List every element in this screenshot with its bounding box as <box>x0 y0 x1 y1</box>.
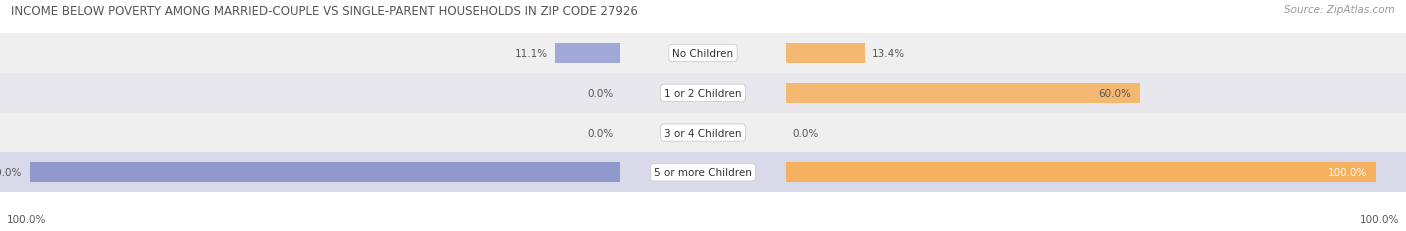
Text: 100.0%: 100.0% <box>7 214 46 224</box>
Text: 0.0%: 0.0% <box>586 128 613 138</box>
Bar <box>786 83 1140 103</box>
Text: 11.1%: 11.1% <box>515 49 547 59</box>
Text: 60.0%: 60.0% <box>1098 88 1132 98</box>
Text: 0.0%: 0.0% <box>793 128 820 138</box>
Text: 1 or 2 Children: 1 or 2 Children <box>664 88 742 98</box>
Bar <box>0 153 1406 192</box>
Text: 0.0%: 0.0% <box>586 88 613 98</box>
Text: 5 or more Children: 5 or more Children <box>654 168 752 178</box>
Bar <box>0 74 1406 113</box>
Bar <box>30 163 620 182</box>
Text: 100.0%: 100.0% <box>1360 214 1399 224</box>
Bar <box>786 163 1376 182</box>
Text: 3 or 4 Children: 3 or 4 Children <box>664 128 742 138</box>
Bar <box>0 113 1406 153</box>
Text: INCOME BELOW POVERTY AMONG MARRIED-COUPLE VS SINGLE-PARENT HOUSEHOLDS IN ZIP COD: INCOME BELOW POVERTY AMONG MARRIED-COUPL… <box>11 5 638 18</box>
Text: 13.4%: 13.4% <box>872 49 905 59</box>
Bar <box>786 44 865 64</box>
Text: 100.0%: 100.0% <box>0 168 22 178</box>
Text: 100.0%: 100.0% <box>1329 168 1368 178</box>
Bar <box>0 34 1406 74</box>
Bar <box>555 44 620 64</box>
Text: No Children: No Children <box>672 49 734 59</box>
Text: Source: ZipAtlas.com: Source: ZipAtlas.com <box>1284 5 1395 15</box>
